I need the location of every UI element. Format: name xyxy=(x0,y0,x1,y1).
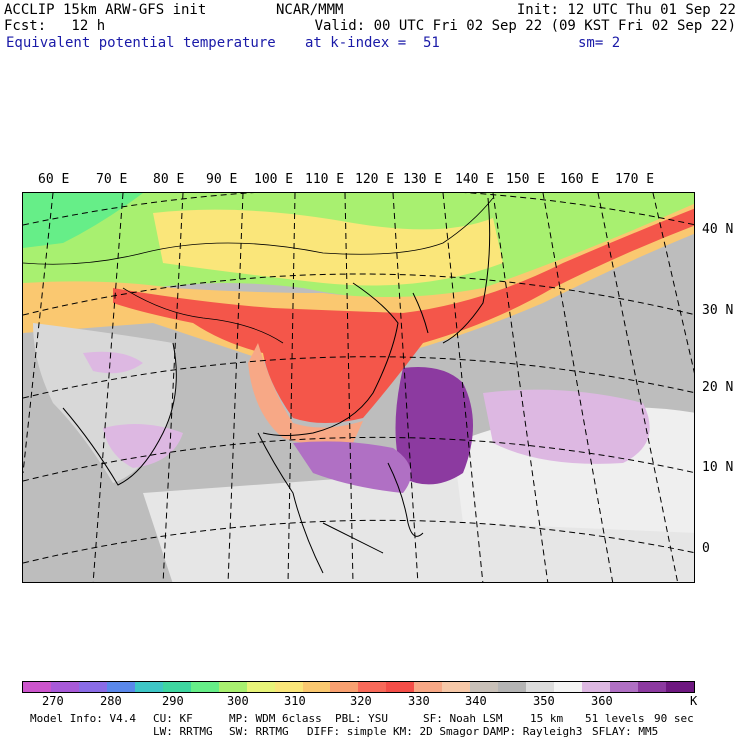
graticule xyxy=(23,193,694,582)
colorbar-swatch xyxy=(442,682,471,692)
map-canvas xyxy=(23,193,694,582)
colorbar-swatch xyxy=(665,682,694,692)
lw-scheme: LW: RRTMG xyxy=(153,725,213,738)
levels: 51 levels xyxy=(585,712,645,725)
colorbar-swatch xyxy=(414,682,443,692)
timestep: 90 sec xyxy=(654,712,694,725)
institution-label: NCAR/MMM xyxy=(276,2,344,18)
lon-label: 150 E xyxy=(506,172,546,187)
coastline xyxy=(62,342,177,486)
coastline xyxy=(322,522,384,554)
damp-scheme: DAMP: Rayleigh3 xyxy=(483,725,583,738)
model-title: ACCLIP 15km ARW-GFS init xyxy=(4,2,207,18)
colorbar-swatch xyxy=(246,682,275,692)
colorbar-swatch xyxy=(274,682,303,692)
colorbar-swatch xyxy=(162,682,191,692)
level-index: at k-index = 51 xyxy=(305,35,440,51)
purple-pacific xyxy=(395,367,473,485)
lilac-west xyxy=(83,351,143,374)
lon-label: 160 E xyxy=(560,172,600,187)
colorbar-tick: 360 xyxy=(591,694,613,708)
lat-label: 10 N xyxy=(702,460,734,475)
sflay-scheme: SFLAY: MM5 xyxy=(592,725,659,738)
colorbar-swatch xyxy=(23,682,51,692)
lon-label: 140 E xyxy=(455,172,495,187)
colorbar-swatch xyxy=(106,682,135,692)
colorbar-swatch xyxy=(50,682,79,692)
colorbar-tick: 310 xyxy=(284,694,306,708)
lon-label: 170 E xyxy=(615,172,655,187)
colorbar-swatch xyxy=(134,682,163,692)
model-info: Model Info: V4.4 xyxy=(30,712,136,725)
init-time: Init: 12 UTC Thu 01 Sep 22 xyxy=(516,2,736,18)
lon-label: 120 E xyxy=(355,172,395,187)
colorbar-tick: 320 xyxy=(350,694,372,708)
valid-time: Valid: 00 UTC Fri 02 Sep 22 (09 KST Fri … xyxy=(314,18,736,34)
theta-e-map xyxy=(22,192,695,583)
km-scheme: KM: 2D Smagor xyxy=(393,725,480,738)
colorbar-swatch xyxy=(190,682,219,692)
lon-label: 130 E xyxy=(403,172,443,187)
lon-label: 90 E xyxy=(206,172,238,187)
orange-band xyxy=(23,203,694,363)
pbl-scheme: PBL: YSU xyxy=(335,712,388,725)
lat-label: 30 N xyxy=(702,303,734,318)
colorbar-tick: 280 xyxy=(100,694,122,708)
colorbar-tick: 340 xyxy=(465,694,487,708)
surface-scheme: SF: Noah LSM xyxy=(423,712,503,725)
colorbar-swatch xyxy=(470,682,499,692)
colorbar-swatch xyxy=(582,682,611,692)
colorbar-swatch xyxy=(78,682,107,692)
lat-label: 20 N xyxy=(702,380,734,395)
border xyxy=(122,287,284,344)
lon-label: 110 E xyxy=(305,172,345,187)
lon-label: 100 E xyxy=(254,172,294,187)
colorbar-swatch xyxy=(610,682,638,692)
sw-scheme: SW: RRTMG xyxy=(229,725,289,738)
cumulus-scheme: CU: KF xyxy=(153,712,193,725)
lon-label: 70 E xyxy=(96,172,128,187)
colorbar xyxy=(22,681,695,693)
coastline xyxy=(257,432,324,574)
colorbar-swatch xyxy=(637,682,666,692)
colorbar-tick: 300 xyxy=(227,694,249,708)
colorbar-swatch xyxy=(498,682,527,692)
coastline xyxy=(412,292,429,334)
colorbar-swatch xyxy=(554,682,583,692)
colorbar-swatch xyxy=(526,682,555,692)
lon-label: 80 E xyxy=(153,172,185,187)
resolution: 15 km xyxy=(530,712,564,725)
salmon-fringe xyxy=(248,343,363,445)
border xyxy=(23,197,494,265)
lat-label: 40 N xyxy=(702,222,734,237)
red-warm-core xyxy=(113,208,694,423)
microphysics: MP: WDM 6class xyxy=(229,712,322,725)
green-patches xyxy=(23,193,143,248)
forecast-hour: Fcst: 12 h xyxy=(4,18,106,34)
field-name: Equivalent potential temperature xyxy=(6,35,276,51)
colorbar-unit: K xyxy=(690,694,698,708)
colorbar-tick: 290 xyxy=(162,694,184,708)
colorbar-tick: 270 xyxy=(42,694,64,708)
lat-label: 0 xyxy=(702,541,710,556)
diff-scheme: DIFF: simple xyxy=(307,725,387,738)
colorbar-swatch xyxy=(218,682,247,692)
purple-scs xyxy=(293,441,411,493)
coastline xyxy=(387,462,424,537)
colorbar-tick: 330 xyxy=(408,694,430,708)
colorbar-tick: 350 xyxy=(533,694,555,708)
lon-label: 60 E xyxy=(38,172,70,187)
colorbar-swatch xyxy=(330,682,359,692)
coastline xyxy=(262,282,399,436)
colorbar-swatch xyxy=(302,682,331,692)
colorbar-swatch xyxy=(386,682,415,692)
smoothing: sm= 2 xyxy=(578,35,621,51)
colorbar-swatch xyxy=(358,682,387,692)
lilac-bay xyxy=(103,424,183,468)
